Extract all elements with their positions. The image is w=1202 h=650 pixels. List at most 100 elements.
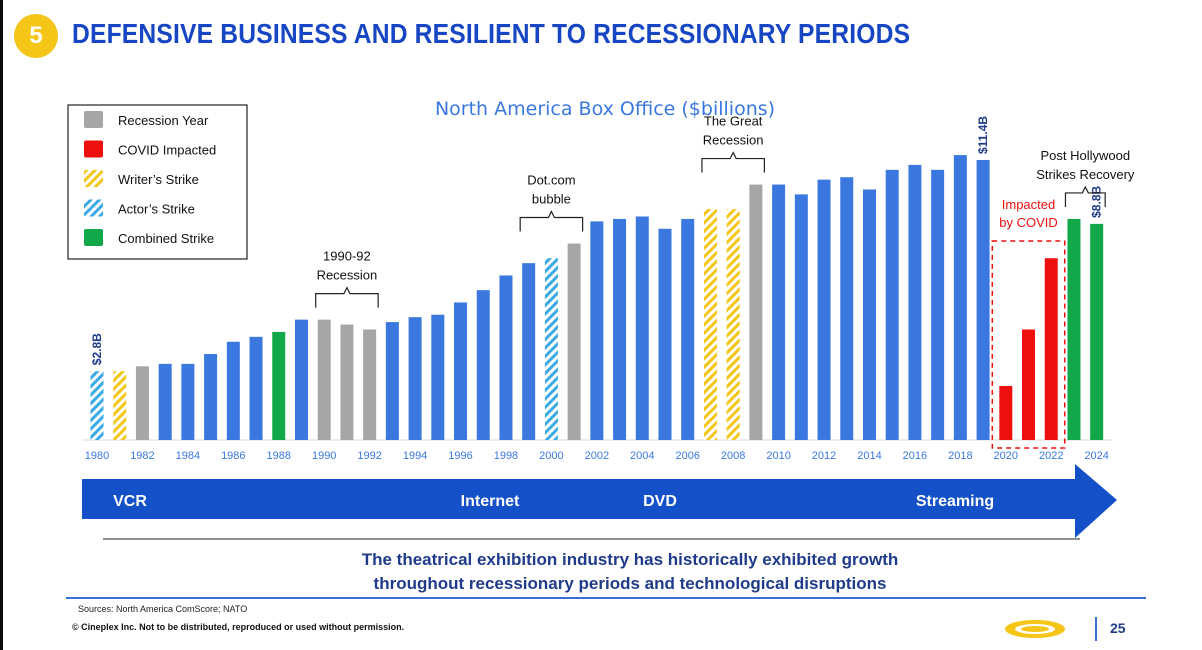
x-tick-1980: 1980	[85, 450, 109, 462]
annotation-text-0-0: 1990-92	[323, 249, 371, 264]
x-tick-1998: 1998	[494, 450, 518, 462]
bar-1999	[522, 263, 536, 440]
bar-1998	[499, 275, 513, 440]
annotation-text-3-1: Strikes Recovery	[1036, 167, 1135, 182]
footer-rule	[66, 597, 1146, 599]
page-number: 25	[1110, 620, 1126, 636]
bar-1991	[340, 324, 354, 440]
chart-title: North America Box Office ($billions)	[435, 98, 775, 120]
legend-label-actors: Actor’s Strike	[118, 202, 195, 217]
bar-2008	[726, 209, 740, 440]
slide-title: DEFENSIVE BUSINESS AND RESILIENT TO RECE…	[72, 18, 911, 49]
bar-2017	[931, 169, 945, 440]
covid-dashed-box	[991, 240, 1066, 449]
annotation-bracket-0	[315, 286, 379, 308]
x-tick-2004: 2004	[630, 450, 654, 462]
legend-swatch-covid	[84, 140, 103, 158]
bar-2020	[999, 385, 1013, 440]
bar-2004	[635, 216, 649, 440]
legend-label-writers: Writer’s Strike	[118, 172, 199, 187]
legend-label-recession: Recession Year	[118, 113, 209, 128]
bar-1987	[249, 336, 263, 440]
bar-2003	[613, 218, 627, 440]
bar-2009	[749, 184, 763, 440]
legend-label-combined: Combined Strike	[118, 231, 214, 246]
era-label-streaming: Streaming	[916, 493, 994, 510]
x-tick-2000: 2000	[539, 450, 563, 462]
annotation-text-3-0: Post Hollywood	[1041, 148, 1131, 163]
value-label-2019: $11.4B	[976, 116, 990, 154]
era-label-dvd: DVD	[643, 493, 677, 510]
legend-swatch-combined	[84, 229, 103, 246]
bar-2002	[590, 221, 604, 440]
bar-2011	[794, 194, 808, 440]
x-tick-2006: 2006	[675, 450, 699, 462]
bar-1994	[408, 317, 422, 440]
x-tick-1990: 1990	[312, 450, 336, 462]
x-tick-1996: 1996	[448, 450, 472, 462]
legend-swatch-writers	[84, 170, 103, 187]
bar-1980	[90, 371, 104, 440]
takeaway-statement: The theatrical exhibition industry has h…	[250, 548, 1010, 596]
x-tick-2022: 2022	[1039, 450, 1063, 462]
x-tick-1988: 1988	[267, 450, 291, 462]
bar-2023	[1067, 218, 1081, 440]
annotation-text-2-1: Recession	[703, 133, 764, 148]
bar-1985	[204, 354, 218, 440]
annotation-text-2-0: The Great	[704, 114, 763, 129]
bar-2013	[840, 177, 854, 440]
bar-1997	[476, 290, 490, 440]
x-tick-2014: 2014	[857, 450, 881, 462]
x-tick-2008: 2008	[721, 450, 745, 462]
takeaway-line-2: throughout recessionary periods and tech…	[373, 574, 887, 593]
bar-2006	[681, 218, 695, 440]
era-label-internet: Internet	[461, 493, 520, 510]
x-tick-1984: 1984	[176, 450, 200, 462]
bar-2018	[953, 155, 967, 441]
bar-2019	[976, 160, 990, 440]
annotation-text-1-1: bubble	[532, 192, 571, 207]
legend-swatch-actors	[84, 199, 103, 217]
legend-label-covid: COVID Impacted	[118, 143, 216, 158]
era-label-vcr: VCR	[113, 493, 147, 510]
x-tick-2010: 2010	[766, 450, 790, 462]
section-number-badge: 5	[14, 14, 58, 58]
takeaway-line-1: The theatrical exhibition industry has h…	[361, 550, 899, 569]
annotation-text-1-0: Dot.com	[527, 173, 575, 188]
bar-2024	[1090, 223, 1104, 440]
annotation-text-0-1: Recession	[317, 268, 378, 283]
bar-2010	[772, 184, 786, 440]
legend-swatch-recession	[84, 111, 103, 128]
bar-1993	[385, 322, 399, 440]
bar-2015	[885, 169, 899, 440]
annotation-bracket-1	[519, 210, 584, 232]
bar-1990	[317, 319, 331, 440]
slide-left-border	[0, 0, 3, 650]
bar-1995	[431, 314, 445, 440]
value-label-1980: $2.8B	[90, 333, 104, 365]
bar-2012	[817, 179, 831, 441]
x-tick-1986: 1986	[221, 450, 245, 462]
technology-era-arrow	[82, 464, 1117, 538]
bar-2014	[862, 189, 876, 440]
bar-2022	[1044, 258, 1058, 440]
copyright-note: © Cineplex Inc. Not to be distributed, r…	[72, 622, 405, 632]
bar-1982	[135, 366, 149, 440]
value-label-2024: $8.8B	[1090, 186, 1104, 218]
covid-label-1: by COVID	[999, 215, 1058, 230]
bar-1989	[294, 319, 308, 440]
bar-1984	[181, 363, 195, 440]
x-tick-2016: 2016	[903, 450, 927, 462]
x-tick-2002: 2002	[585, 450, 609, 462]
bar-1983	[158, 363, 172, 440]
bar-1988	[272, 331, 286, 440]
bar-2016	[908, 164, 922, 440]
cineplex-logo-icon	[1005, 620, 1065, 638]
bar-2021	[1022, 329, 1036, 440]
bar-1986	[226, 341, 240, 440]
page-divider	[1095, 617, 1097, 641]
x-tick-2020: 2020	[994, 450, 1018, 462]
x-tick-1994: 1994	[403, 450, 427, 462]
covid-label-0: Impacted	[1002, 197, 1055, 212]
